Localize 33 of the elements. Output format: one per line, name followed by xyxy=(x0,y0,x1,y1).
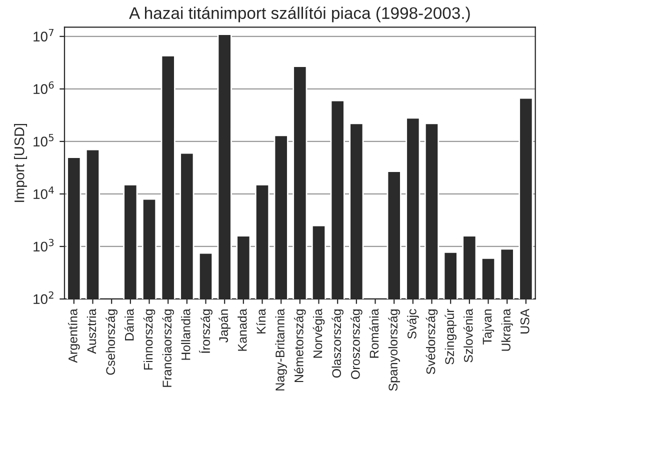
y-tick-label: 10$^{6}$ xyxy=(34,81,54,94)
y-tick-label: 10$^{2}$ xyxy=(34,291,54,304)
x-tick-label: Kína xyxy=(256,308,266,334)
y-tick-label: 10$^{3}$ xyxy=(34,238,54,252)
x-tick-label: Szlovénia xyxy=(463,308,473,362)
x-tick-label: Szingapúr xyxy=(444,308,456,364)
x-tick-label: Románia xyxy=(369,308,379,358)
x-tick-label: Olaszország xyxy=(332,310,344,378)
x-tick-label: Dánia xyxy=(124,308,134,340)
x-tick-label: Németország xyxy=(294,310,306,382)
y-axis-title: Import [USD] xyxy=(14,124,27,202)
y-tick-label: 10$^{5}$ xyxy=(34,134,54,147)
x-tick-label: Franciaország xyxy=(162,310,174,387)
y-tick-label: 10$^{7}$ xyxy=(34,28,54,42)
x-tick-label: Ukrajna xyxy=(501,308,513,351)
chart-title: A hazai titánimport szállítói piaca (1998-2003.) xyxy=(129,6,470,22)
x-tick-label: Spanyolország xyxy=(388,310,400,391)
y-tick-label: 10$^{4}$ xyxy=(34,186,54,200)
x-tick-label: Finnország xyxy=(143,310,156,370)
x-tick-label: Svájc xyxy=(407,309,419,339)
x-tick-label: Tajvan xyxy=(482,310,494,345)
x-tick-label: Norvégia xyxy=(312,308,325,358)
x-tick-label: Japán xyxy=(218,310,230,343)
x-tick-label: Argentína xyxy=(68,308,80,363)
x-tick-label: Oroszország xyxy=(350,310,362,379)
x-tick-label: Ausztria xyxy=(86,308,96,354)
x-tick-label: Írország xyxy=(199,310,212,353)
x-tick-label: Hollandia xyxy=(181,308,190,360)
x-tick-label: Nagy-Britannia xyxy=(275,308,287,390)
x-tick-label: Kanada xyxy=(238,308,247,351)
x-tick-label: Csehország xyxy=(106,310,118,375)
x-tick-label: Svédország xyxy=(426,310,438,374)
x-tick-label: USA xyxy=(520,308,530,334)
